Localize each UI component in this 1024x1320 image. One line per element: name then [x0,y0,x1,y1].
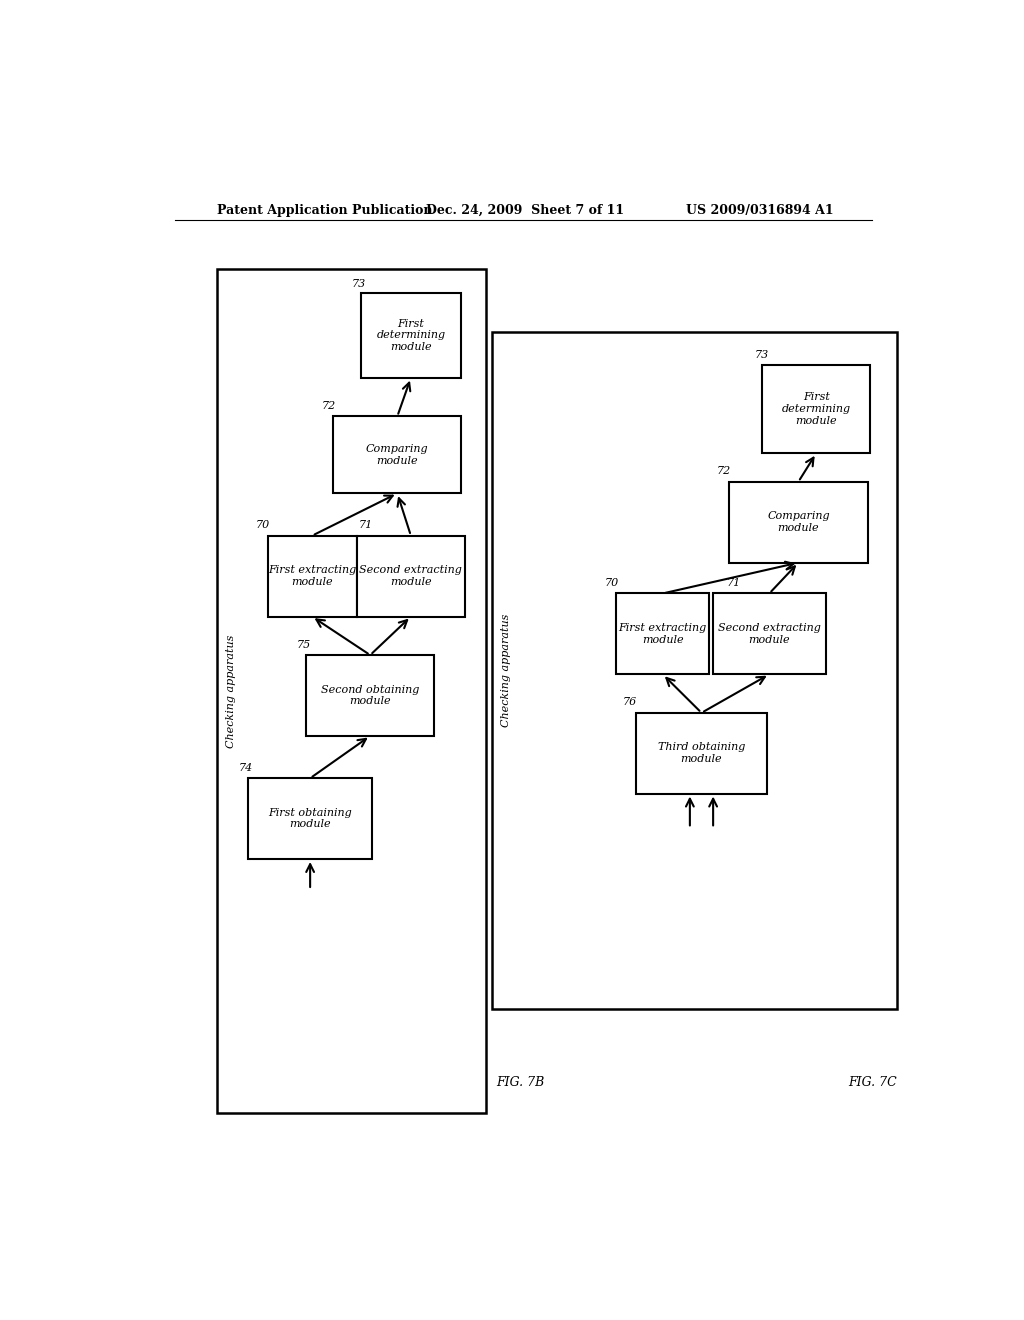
Text: 73: 73 [351,280,366,289]
Text: 70: 70 [604,578,618,589]
Text: Dec. 24, 2009  Sheet 7 of 11: Dec. 24, 2009 Sheet 7 of 11 [426,205,624,218]
Text: First extracting
module: First extracting module [268,565,356,587]
Bar [360,293,461,378]
Text: First obtaining
module: First obtaining module [268,808,352,829]
Text: 73: 73 [755,350,768,360]
Text: Checking apparatus: Checking apparatus [226,634,237,747]
Bar [306,655,434,737]
Text: Comparing
module: Comparing module [767,511,829,533]
Bar [713,594,825,675]
Text: 72: 72 [717,466,731,477]
Text: Second extracting
module: Second extracting module [718,623,821,644]
Bar [356,536,465,616]
Text: Third obtaining
module: Third obtaining module [657,742,745,764]
Text: Comparing
module: Comparing module [366,444,429,466]
Text: 71: 71 [358,520,373,531]
Text: 71: 71 [727,578,741,589]
Text: Patent Application Publication: Patent Application Publication [217,205,432,218]
Text: Second obtaining
module: Second obtaining module [321,685,420,706]
Text: 70: 70 [256,520,270,531]
Bar [762,364,870,453]
Text: 76: 76 [623,697,637,708]
Bar [616,594,710,675]
Bar [636,713,767,793]
Text: First
determining
module: First determining module [376,319,445,352]
Bar [217,268,486,1113]
Text: US 2009/0316894 A1: US 2009/0316894 A1 [686,205,834,218]
Bar [248,779,372,859]
Text: First
determining
module: First determining module [781,392,851,425]
Bar [334,416,461,494]
Text: First extracting
module: First extracting module [618,623,707,644]
Text: FIG. 7B: FIG. 7B [496,1076,545,1089]
Text: 74: 74 [239,763,253,774]
Bar [729,482,868,562]
Text: Checking apparatus: Checking apparatus [501,614,511,727]
Bar [493,331,897,1010]
Text: FIG. 7C: FIG. 7C [848,1076,897,1089]
Text: 75: 75 [297,640,311,649]
Bar [267,536,356,616]
Text: Second extracting
module: Second extracting module [359,565,462,587]
Text: 72: 72 [322,401,336,411]
